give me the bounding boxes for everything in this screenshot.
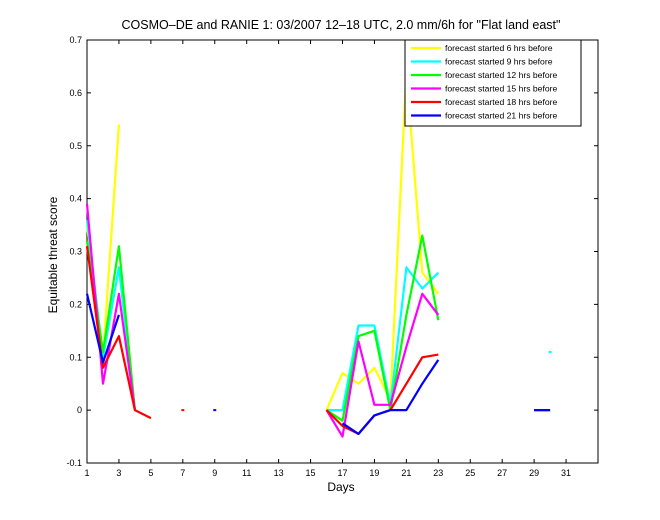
series-layer [85, 70, 552, 438]
y-tick-label: 0.3 [69, 247, 82, 257]
legend-entry: forecast started 15 hrs before [445, 84, 557, 94]
x-tick-label: 5 [148, 468, 153, 478]
x-tick-label: 23 [433, 468, 443, 478]
x-tick-label: 25 [465, 468, 475, 478]
legend-entry: forecast started 18 hrs before [445, 97, 557, 107]
y-tick-label: 0.6 [69, 88, 82, 98]
x-tick-label: 1 [84, 468, 89, 478]
series-line [325, 234, 440, 422]
x-tick-label: 15 [306, 468, 316, 478]
y-tick-label: 0.1 [69, 352, 82, 362]
x-tick-label: 29 [529, 468, 539, 478]
x-tick-label: 31 [561, 468, 571, 478]
y-tick-label: 0.2 [69, 299, 82, 309]
x-tick-label: 27 [497, 468, 507, 478]
legend-entry: forecast started 6 hrs before [445, 43, 553, 53]
y-tick-label: 0.5 [69, 141, 82, 151]
y-tick-label: -0.1 [66, 458, 82, 468]
y-tick-label: 0 [77, 405, 82, 415]
series-line [325, 70, 440, 411]
x-axis-label: Days [327, 480, 354, 494]
legend-box [404, 39, 582, 127]
series-line [325, 292, 440, 438]
x-tick-label: 7 [180, 468, 185, 478]
x-tick-label: 3 [116, 468, 121, 478]
axis-ticks: 1 3 5 7 9 11 13 15 17 19 21 23 25 27 29 31-0.100.10.20.… [66, 35, 598, 478]
x-tick-label: 21 [401, 468, 411, 478]
y-tick-label: 0.7 [69, 35, 82, 45]
series-line [341, 359, 440, 435]
x-tick-label: 17 [337, 468, 347, 478]
x-tick-label: 11 [242, 468, 251, 478]
chart-title: COSMO–DE and RANIE 1: 03/2007 12–18 UTC,… [122, 18, 561, 32]
series-line [85, 293, 120, 364]
y-tick-label: 0.4 [69, 194, 82, 204]
series-line [85, 246, 152, 420]
x-tick-label: 13 [274, 468, 284, 478]
y-axis-label: Equitable threat score [46, 196, 60, 313]
x-tick-label: 19 [369, 468, 379, 478]
legend-entry: forecast started 9 hrs before [445, 57, 553, 67]
legend-entry: forecast started 21 hrs before [445, 111, 557, 121]
legend: forecast started 6 hrs before forecast st… [404, 39, 582, 127]
legend-entry: forecast started 12 hrs before [445, 70, 557, 80]
x-tick-label: 9 [212, 468, 217, 478]
